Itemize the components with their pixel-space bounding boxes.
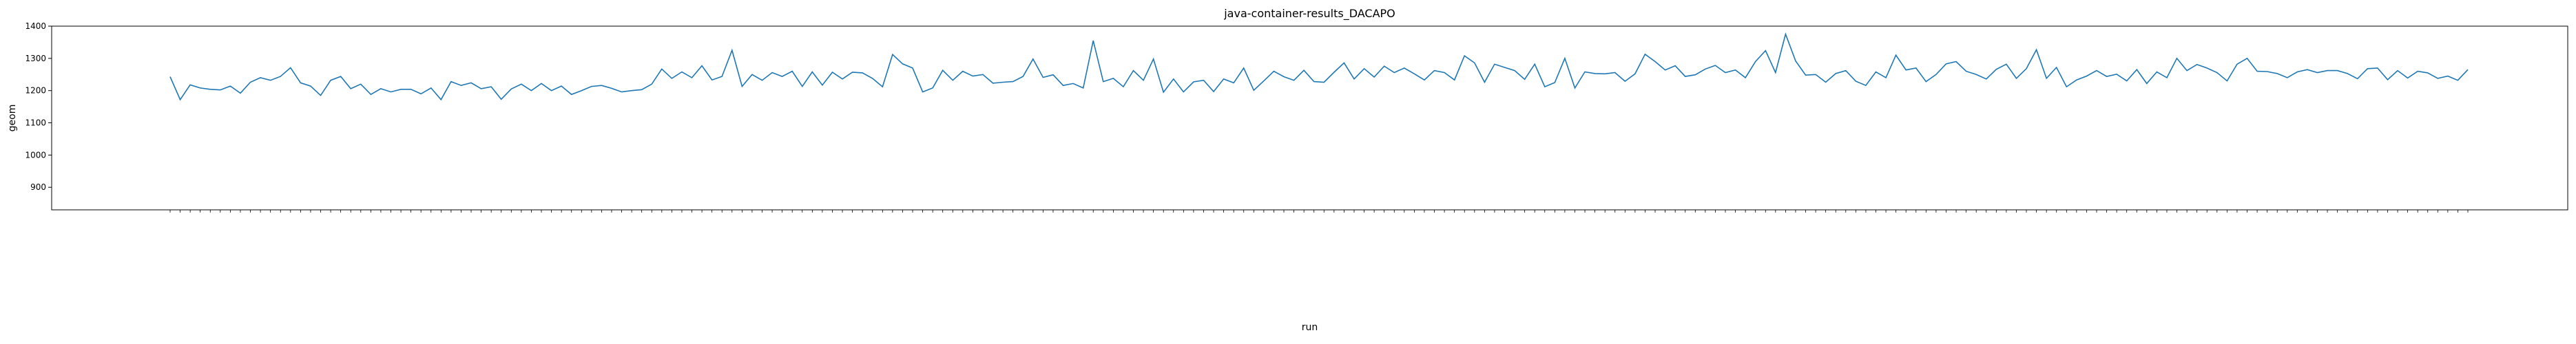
y-tick-label: 1000 — [25, 150, 46, 160]
plot-area — [51, 25, 2568, 211]
y-tick-label: 900 — [30, 182, 46, 192]
y-axis: 900 1000 1100 1200 1300 1400 — [25, 21, 52, 192]
y-tick-label: 1200 — [25, 86, 46, 96]
y-axis-label: geom — [7, 105, 18, 132]
series-line — [169, 32, 2469, 101]
y-tick-label: 1400 — [25, 21, 46, 31]
y-tick-label: 1100 — [25, 118, 46, 128]
series-group — [169, 32, 2469, 101]
y-tick-label: 1300 — [25, 54, 46, 63]
x-axis — [169, 210, 2469, 213]
chart-title: java-container-results_DACAPO — [1223, 7, 1395, 21]
x-axis-label: run — [1302, 322, 1318, 333]
